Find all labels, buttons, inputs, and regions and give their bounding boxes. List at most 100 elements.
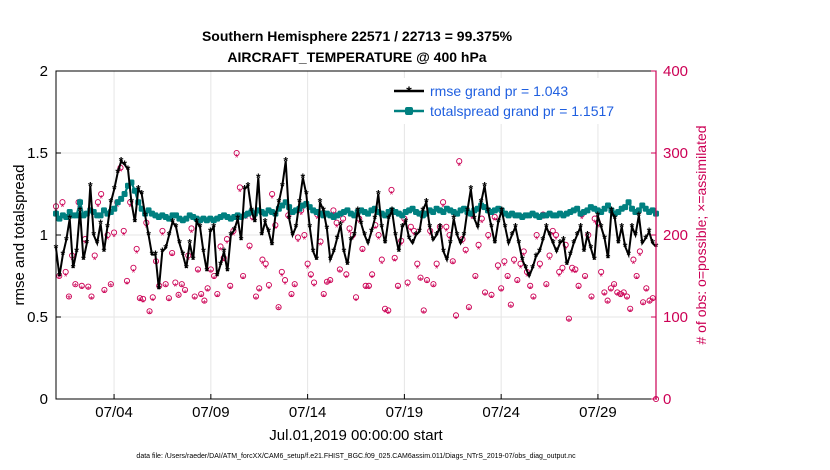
obs-possible-point [414,260,421,267]
rmse-point: * [592,253,597,267]
obs-assimilated-point: * [248,245,252,256]
rmse-line [55,159,657,290]
rmse-point: * [589,242,594,256]
obs-assimilated-point: * [493,216,497,227]
obs-assimilated-point: * [186,256,190,267]
rmse-point: * [496,215,501,229]
obs-possible-point [527,282,534,289]
obs-assimilated-point: * [286,215,290,226]
rmse-point: * [191,253,196,267]
rmse-point: * [362,229,367,243]
obs-assimilated-point: * [235,153,239,164]
spread-point [574,205,581,212]
rmse-point: * [328,253,333,267]
obs-assimilated-point: * [144,223,148,234]
obs-assimilated-point: * [251,216,255,227]
rmse-point: * [266,225,271,239]
obs-assimilated-point: * [441,202,445,213]
spread-point [97,212,104,219]
obs-possible-point [233,149,240,157]
obs-assimilated-point: * [328,279,332,290]
obs-possible-point [181,286,189,293]
obs-assimilated-point: * [399,241,403,252]
obs-assimilated-point: * [322,293,326,304]
obs-possible-point [536,260,543,267]
obs-assimilated-point: * [502,261,506,272]
rmse-point: * [246,179,251,193]
obs-possible-point [320,290,327,298]
obs-assimilated-point: * [570,268,574,279]
rmse-point: * [582,245,587,259]
obs-assimilated-point: * [277,305,281,316]
obs-assimilated-point: * [380,260,384,271]
obs-possible-point [304,260,311,267]
rmse-point: * [342,245,347,259]
obs-possible-point [643,285,650,292]
obs-possible-point [230,227,237,234]
rmse-point: * [513,220,518,234]
obs-possible-point [288,290,295,298]
rmse-point: * [376,188,381,202]
rmse-point: * [472,212,477,226]
x-tick-label: 07/24 [482,404,520,421]
rmse-point: * [263,215,268,229]
obs-assimilated-point: * [525,272,529,283]
rmse-point: * [163,242,168,256]
obs-assimilated-point: * [548,256,552,267]
obs-assimilated-point: * [106,235,110,246]
rmse-point: * [270,238,275,252]
obs-assimilated-point: * [160,231,164,242]
legend-spread-marker [405,107,413,115]
spread-point [63,213,70,220]
obs-assimilated-point: * [396,284,400,295]
obs-assimilated-point: * [222,257,226,268]
obs-assimilated-point: * [406,282,410,293]
obs-assimilated-point: * [415,264,419,275]
obs-possible-point [159,227,166,234]
rmse-point: * [249,204,254,218]
obs-possible-point [365,282,372,289]
obs-possible-point [169,249,176,257]
obs-assimilated-point: * [83,239,87,250]
obs-possible-point [278,268,285,275]
rmse-point: * [578,220,583,234]
obs-possible-point [194,266,201,273]
rmse-point: * [434,229,439,243]
rmse-point: * [427,220,432,234]
obs-assimilated-point: * [367,284,371,295]
obs-possible-point [65,293,72,300]
x-tick-label: 07/19 [386,404,424,421]
y-tick-label-right: 300 [663,145,688,162]
rmse-point: * [304,188,309,202]
obs-assimilated-point: * [490,293,494,304]
rmse-point: * [650,237,655,251]
obs-possible-point [191,293,198,300]
rmse-point: * [397,245,402,259]
rmse-point: * [554,245,559,259]
rmse-point: * [146,229,151,243]
obs-possible-point [240,272,247,280]
rmse-point: * [421,204,426,218]
rmse-point: * [115,166,120,180]
x-tick-label: 07/29 [579,404,617,421]
obs-assimilated-point: * [170,252,174,263]
obs-possible-point [133,245,140,252]
obs-assimilated-point: * [148,310,152,321]
rmse-point: * [441,245,446,259]
rmse-point: * [57,270,62,284]
rmse-point: * [294,220,299,234]
obs-assimilated-point: * [96,202,100,213]
rmse-point: * [390,204,395,218]
obs-assimilated-point: * [190,229,194,240]
obs-possible-point [462,246,469,253]
spread-point [121,191,128,197]
y-tick-label-right: 200 [663,227,688,244]
rmse-point: * [167,229,172,243]
obs-possible-point [533,231,540,239]
rmse-point: * [503,220,508,234]
obs-assimilated-point: * [173,282,177,293]
obs-assimilated-point: * [473,274,477,285]
obs-possible-point [294,234,301,241]
obs-possible-point [411,227,418,234]
rmse-point: * [417,225,422,239]
